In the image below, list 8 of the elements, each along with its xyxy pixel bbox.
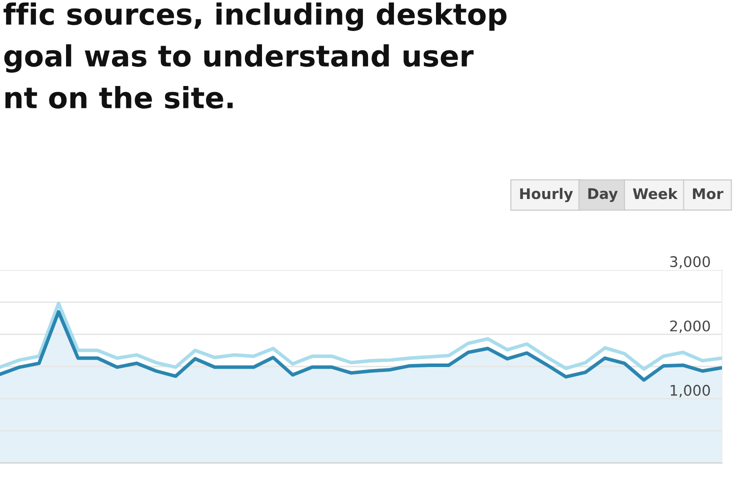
text: Week [632,188,678,200]
y-tick-label: 2,000 [670,320,710,333]
y-tick-label: 3,000 [670,256,710,269]
chart-title: ffic sources, including desktop goal was to understand user nt on the site. [4,2,506,109]
text: Mor [692,188,724,200]
text: Day [588,188,618,202]
text: Hourly [520,188,573,202]
y-tick-label: 1,000 [670,384,710,398]
